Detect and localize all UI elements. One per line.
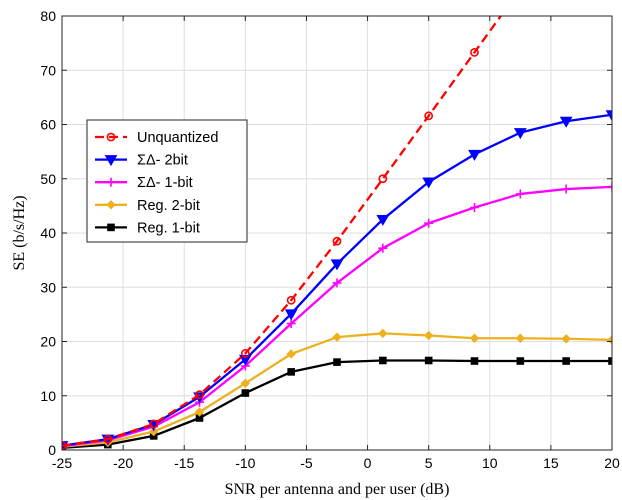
y-tick-label: 10 bbox=[40, 388, 56, 404]
data-point bbox=[468, 149, 481, 161]
data-point bbox=[284, 309, 298, 321]
x-axis-label: SNR per antenna and per user (dB) bbox=[225, 481, 450, 498]
y-tick-label: 70 bbox=[40, 62, 56, 78]
data-point bbox=[241, 389, 250, 397]
data-point bbox=[240, 378, 251, 388]
data-point bbox=[562, 357, 570, 365]
y-axis-label: SE (b/s/Hz) bbox=[11, 195, 28, 270]
data-point bbox=[469, 333, 480, 343]
legend-marker bbox=[106, 200, 116, 210]
x-tick-label: 5 bbox=[425, 455, 433, 471]
y-tick-label: 0 bbox=[48, 442, 56, 458]
data-point bbox=[424, 356, 433, 365]
data-point bbox=[470, 203, 479, 213]
legend-label: Reg. 2-bit bbox=[137, 198, 200, 214]
data-point bbox=[287, 368, 295, 376]
data-point bbox=[424, 111, 434, 121]
legend-item: Reg. 2-bit bbox=[95, 198, 200, 214]
data-point bbox=[422, 177, 436, 189]
data-point bbox=[515, 189, 525, 199]
data-point bbox=[513, 128, 527, 140]
data-point bbox=[149, 419, 159, 429]
data-point bbox=[194, 407, 205, 417]
data-point bbox=[286, 349, 296, 359]
data-point bbox=[423, 330, 434, 341]
data-point bbox=[379, 356, 387, 365]
x-tick-label: 0 bbox=[364, 455, 372, 471]
data-point bbox=[330, 259, 344, 271]
legend: Unquantized ΣΔ- 2bit ΣΔ- 1-bit Reg. 2-bit Re… bbox=[86, 119, 248, 243]
y-tick-label: 80 bbox=[40, 8, 56, 24]
x-tick-label: 15 bbox=[543, 455, 559, 471]
data-point bbox=[515, 333, 526, 343]
x-tick-label: -10 bbox=[235, 455, 255, 471]
legend-label: ΣΔ- 2bit bbox=[137, 153, 188, 169]
legend-item: ΣΔ- 2bit bbox=[95, 153, 188, 169]
data-point bbox=[333, 358, 341, 366]
legend-marker bbox=[107, 223, 115, 232]
x-tick-label: 20 bbox=[604, 455, 620, 471]
data-point bbox=[378, 174, 388, 184]
data-point bbox=[103, 434, 113, 444]
legend-label: Reg. 1-bit bbox=[137, 220, 200, 236]
data-point bbox=[424, 218, 434, 228]
legend-item: Reg. 1-bit bbox=[95, 220, 200, 236]
legend-label: Unquantized bbox=[137, 130, 218, 146]
data-point bbox=[561, 334, 571, 344]
legend-item: ΣΔ- 1-bit bbox=[95, 175, 193, 191]
data-point bbox=[332, 236, 342, 246]
data-point bbox=[376, 214, 390, 226]
data-point bbox=[286, 295, 296, 305]
data-point bbox=[378, 328, 388, 339]
y-tick-label: 50 bbox=[40, 171, 56, 187]
y-tick-label: 40 bbox=[40, 225, 56, 241]
data-point bbox=[607, 182, 612, 192]
legend-marker bbox=[104, 155, 118, 167]
series-line bbox=[62, 16, 503, 447]
x-tick-label: -20 bbox=[113, 455, 133, 471]
series-layer bbox=[62, 16, 612, 450]
legend-marker bbox=[106, 132, 116, 142]
x-tick-label: -15 bbox=[174, 455, 194, 471]
y-tick-label: 60 bbox=[40, 117, 56, 133]
x-tick-label: -25 bbox=[52, 455, 72, 471]
data-point bbox=[332, 332, 342, 342]
legend-label: ΣΔ- 1-bit bbox=[137, 175, 193, 191]
data-point bbox=[559, 116, 573, 128]
data-point bbox=[470, 47, 479, 57]
y-tick-label: 20 bbox=[40, 334, 56, 350]
data-point bbox=[240, 349, 250, 358]
data-point bbox=[238, 354, 252, 366]
data-point bbox=[561, 184, 571, 194]
legend-item: Unquantized bbox=[95, 130, 218, 146]
x-tick-label: -5 bbox=[300, 455, 313, 471]
data-point bbox=[470, 357, 479, 365]
data-point bbox=[605, 110, 612, 122]
x-tick-label: 10 bbox=[482, 455, 498, 471]
legend-marker bbox=[106, 177, 116, 187]
data-point bbox=[516, 357, 525, 365]
series-1 bbox=[62, 16, 503, 450]
data-point bbox=[332, 278, 342, 288]
data-point bbox=[378, 243, 388, 253]
data-point bbox=[286, 319, 296, 329]
data-point bbox=[148, 426, 159, 437]
y-tick-label: 30 bbox=[40, 279, 56, 295]
tick-layer: -25 -20 -15 -10 -5 0 5 10 15 20 0 10 20 30 40 50 60 70 80 bbox=[40, 8, 620, 471]
data-point bbox=[195, 390, 204, 400]
data-point bbox=[608, 357, 612, 365]
